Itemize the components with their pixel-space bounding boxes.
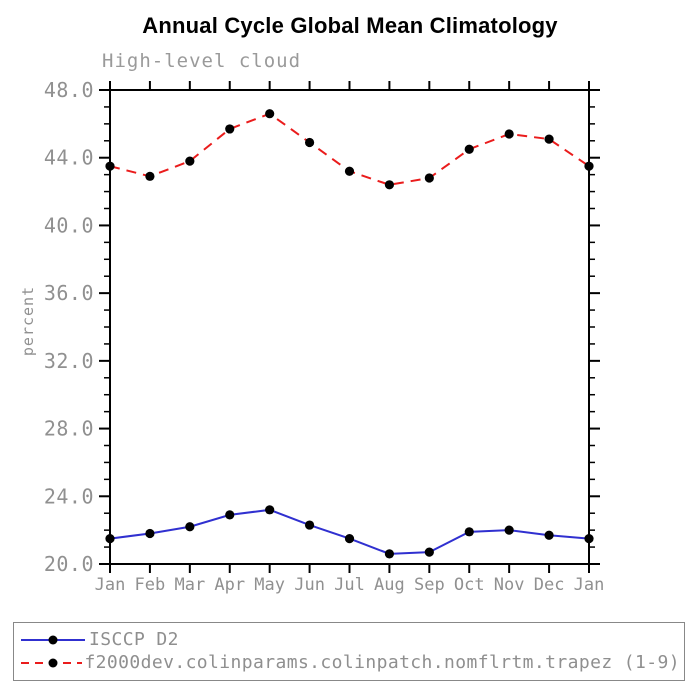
- y-tick-label: 48.0: [44, 78, 94, 102]
- legend-item-model: f2000dev.colinparams.colinpatch.nomflrtm…: [19, 651, 680, 674]
- series-0-marker: [504, 525, 514, 535]
- y-tick-label: 32.0: [44, 349, 94, 373]
- x-tick-label: Jan: [574, 575, 605, 595]
- x-tick-label: Mar: [174, 575, 205, 595]
- y-tick-label: 24.0: [44, 484, 94, 508]
- legend-label-isccp: ISCCP D2: [89, 629, 179, 650]
- chart-subtitle: High-level cloud: [102, 50, 302, 72]
- series-0-marker: [265, 505, 275, 515]
- legend-box: ISCCP D2 f2000dev.colinparams.colinpatch…: [13, 622, 685, 681]
- legend-item-isccp: ISCCP D2: [19, 628, 680, 651]
- x-tick-label: Nov: [494, 575, 525, 595]
- series-1-marker: [145, 171, 155, 181]
- series-0-marker: [584, 534, 594, 544]
- y-tick-label: 20.0: [44, 552, 94, 576]
- series-0-marker: [225, 510, 235, 520]
- legend-sample-dashed-line: [21, 658, 83, 667]
- plot-svg: 20.0 24.0 28.0 32.0 36.0 40.0 44.0 48.0 Jan Feb Ma…: [44, 78, 605, 595]
- x-tick-label: Jan: [95, 575, 126, 595]
- legend-marker-dot: [48, 635, 58, 644]
- series-1-marker: [584, 161, 594, 171]
- series-line-0: [109, 508, 590, 555]
- series-0-marker: [344, 534, 355, 544]
- series-0-marker: [304, 520, 315, 530]
- x-tick-label: Apr: [214, 575, 245, 595]
- series-1-marker: [384, 180, 395, 190]
- series-1-marker: [344, 166, 355, 176]
- legend-label-model: f2000dev.colinparams.colinpatch.nomflrtm…: [84, 652, 680, 673]
- x-tick-label: Oct: [454, 575, 485, 595]
- series-1-marker: [225, 124, 235, 134]
- series-0-marker: [145, 528, 155, 539]
- legend-marker-dot: [48, 658, 58, 667]
- series-0-marker: [544, 530, 554, 540]
- series-1-marker: [304, 137, 315, 148]
- x-tick-label: Jun: [294, 575, 325, 595]
- series-0-marker: [384, 549, 395, 559]
- legend-sample-solid-line: [21, 635, 85, 644]
- page-title: Annual Cycle Global Mean Climatology: [142, 13, 558, 38]
- series-0-marker: [424, 547, 434, 557]
- series-0-marker: [105, 534, 115, 544]
- x-tick-label: Sep: [414, 575, 445, 595]
- series-1-marker: [504, 129, 514, 139]
- y-tick-label: 36.0: [44, 281, 94, 305]
- y-tick-label: 40.0: [44, 213, 94, 237]
- series-1-marker: [185, 156, 195, 166]
- series-0-marker: [185, 522, 195, 532]
- y-tick-label: 28.0: [44, 417, 94, 441]
- x-tick-label: Aug: [374, 575, 405, 595]
- series-1-marker: [464, 144, 474, 154]
- series-1-marker: [544, 134, 554, 144]
- y-tick-label: 44.0: [44, 146, 94, 170]
- series-0-marker: [464, 527, 474, 537]
- x-tick-label: Feb: [135, 575, 166, 595]
- series-1-marker: [105, 161, 115, 171]
- x-tick-label: Dec: [534, 575, 565, 595]
- x-tick-label: Jul: [334, 575, 365, 595]
- series-1-marker: [265, 109, 275, 119]
- x-tick-label: May: [254, 575, 285, 595]
- series-1-marker: [424, 173, 434, 183]
